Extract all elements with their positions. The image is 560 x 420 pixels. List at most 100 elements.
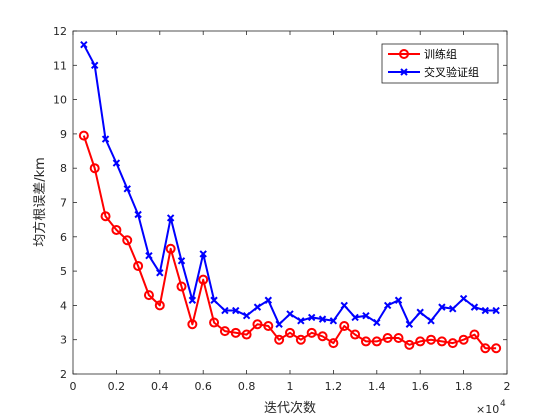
data-point	[351, 313, 359, 322]
data-point	[480, 343, 491, 354]
data-point	[339, 320, 350, 331]
data-point	[230, 327, 241, 338]
data-point	[459, 294, 468, 303]
data-point	[241, 329, 252, 340]
data-point	[187, 319, 198, 330]
legend-label-validation: 交叉验证组	[424, 65, 479, 79]
y-tick-label: 12	[53, 25, 67, 38]
data-point	[210, 296, 218, 304]
data-point	[156, 269, 164, 277]
data-point	[436, 336, 447, 347]
series-0	[78, 130, 502, 354]
data-point	[165, 243, 176, 254]
data-point	[328, 338, 339, 349]
y-axis-label: 均方根误差/km	[32, 157, 48, 247]
data-point	[317, 331, 328, 342]
data-point	[362, 311, 370, 320]
x-tick-label: 0	[70, 380, 77, 393]
data-point	[242, 311, 251, 320]
data-point	[253, 303, 262, 311]
x-axis-label: 迭代次数	[264, 400, 316, 416]
series-1	[80, 41, 500, 328]
data-point	[427, 317, 435, 325]
data-point	[371, 336, 382, 347]
legend-entry-train: 训练组	[388, 47, 457, 61]
data-point	[373, 318, 381, 327]
data-point	[275, 320, 283, 328]
y-tick-label: 3	[60, 334, 67, 347]
x-tick-label: 1.8	[455, 380, 473, 393]
data-point	[491, 343, 502, 354]
data-point	[415, 336, 426, 347]
legend: 训练组 交叉验证组	[381, 43, 499, 84]
y-tick-label: 9	[60, 128, 67, 141]
data-point	[145, 251, 153, 260]
x-exponent-base: ×10	[476, 403, 499, 416]
axes-layer: 0 0.2 0.4 0.6 0.8 1 1.2 1.4 1.6 1.8 2 2 3 4 5 6 7 8 9 10 11 1…	[53, 25, 511, 393]
data-point	[112, 159, 121, 167]
data-point	[133, 260, 144, 271]
data-point	[78, 130, 89, 141]
y-tick-label: 10	[53, 94, 67, 107]
y-tick-label: 7	[60, 197, 67, 210]
data-point	[306, 327, 317, 338]
x-tick-label: 1	[287, 380, 294, 393]
data-point	[263, 320, 274, 331]
data-point	[209, 317, 220, 328]
x-tick-label: 0.4	[151, 380, 169, 393]
data-point	[111, 224, 122, 235]
x-exponent-power: 4	[500, 399, 506, 409]
data-point	[101, 135, 110, 143]
y-tick-label: 5	[60, 265, 67, 278]
legend-marker-validation	[400, 68, 408, 76]
data-point	[307, 313, 316, 322]
legend-marker-train	[399, 49, 409, 59]
data-point	[90, 61, 99, 70]
legend-label-train: 训练组	[424, 47, 457, 61]
data-point	[416, 308, 424, 316]
data-point	[198, 274, 209, 285]
data-point	[177, 257, 186, 265]
data-point	[154, 300, 165, 311]
data-point	[80, 41, 88, 49]
data-point	[492, 306, 500, 315]
data-point	[360, 336, 371, 347]
data-point	[89, 163, 100, 174]
data-point	[252, 319, 263, 330]
data-point	[481, 306, 490, 315]
data-point	[232, 306, 240, 315]
data-point	[176, 281, 187, 292]
data-point	[394, 296, 403, 304]
data-point	[393, 332, 404, 343]
x-exponent: ×10 4	[476, 399, 506, 416]
data-point	[134, 210, 142, 219]
data-point	[123, 185, 131, 193]
data-point	[286, 310, 294, 318]
data-point	[426, 334, 437, 345]
data-point	[143, 290, 154, 301]
data-point	[188, 296, 197, 304]
data-point	[264, 296, 273, 304]
data-point	[469, 329, 480, 340]
data-point	[350, 329, 361, 340]
data-point	[274, 334, 285, 345]
y-tick-label: 11	[53, 59, 67, 72]
data-point	[449, 305, 457, 313]
legend-entry-validation: 交叉验证组	[388, 65, 479, 79]
data-point	[329, 317, 338, 325]
y-tick-label: 4	[60, 299, 67, 312]
data-point	[447, 338, 458, 349]
y-tick-label: 2	[60, 368, 67, 381]
data-point	[221, 306, 229, 315]
x-tick-label: 1.6	[411, 380, 429, 393]
data-point	[404, 339, 415, 350]
data-point	[166, 214, 175, 222]
x-tick-label: 2	[504, 380, 511, 393]
data-point	[318, 315, 327, 323]
data-point	[297, 317, 305, 325]
data-point	[438, 303, 446, 311]
y-tick-label: 6	[60, 231, 67, 244]
data-point	[122, 235, 133, 246]
data-point	[100, 211, 111, 222]
